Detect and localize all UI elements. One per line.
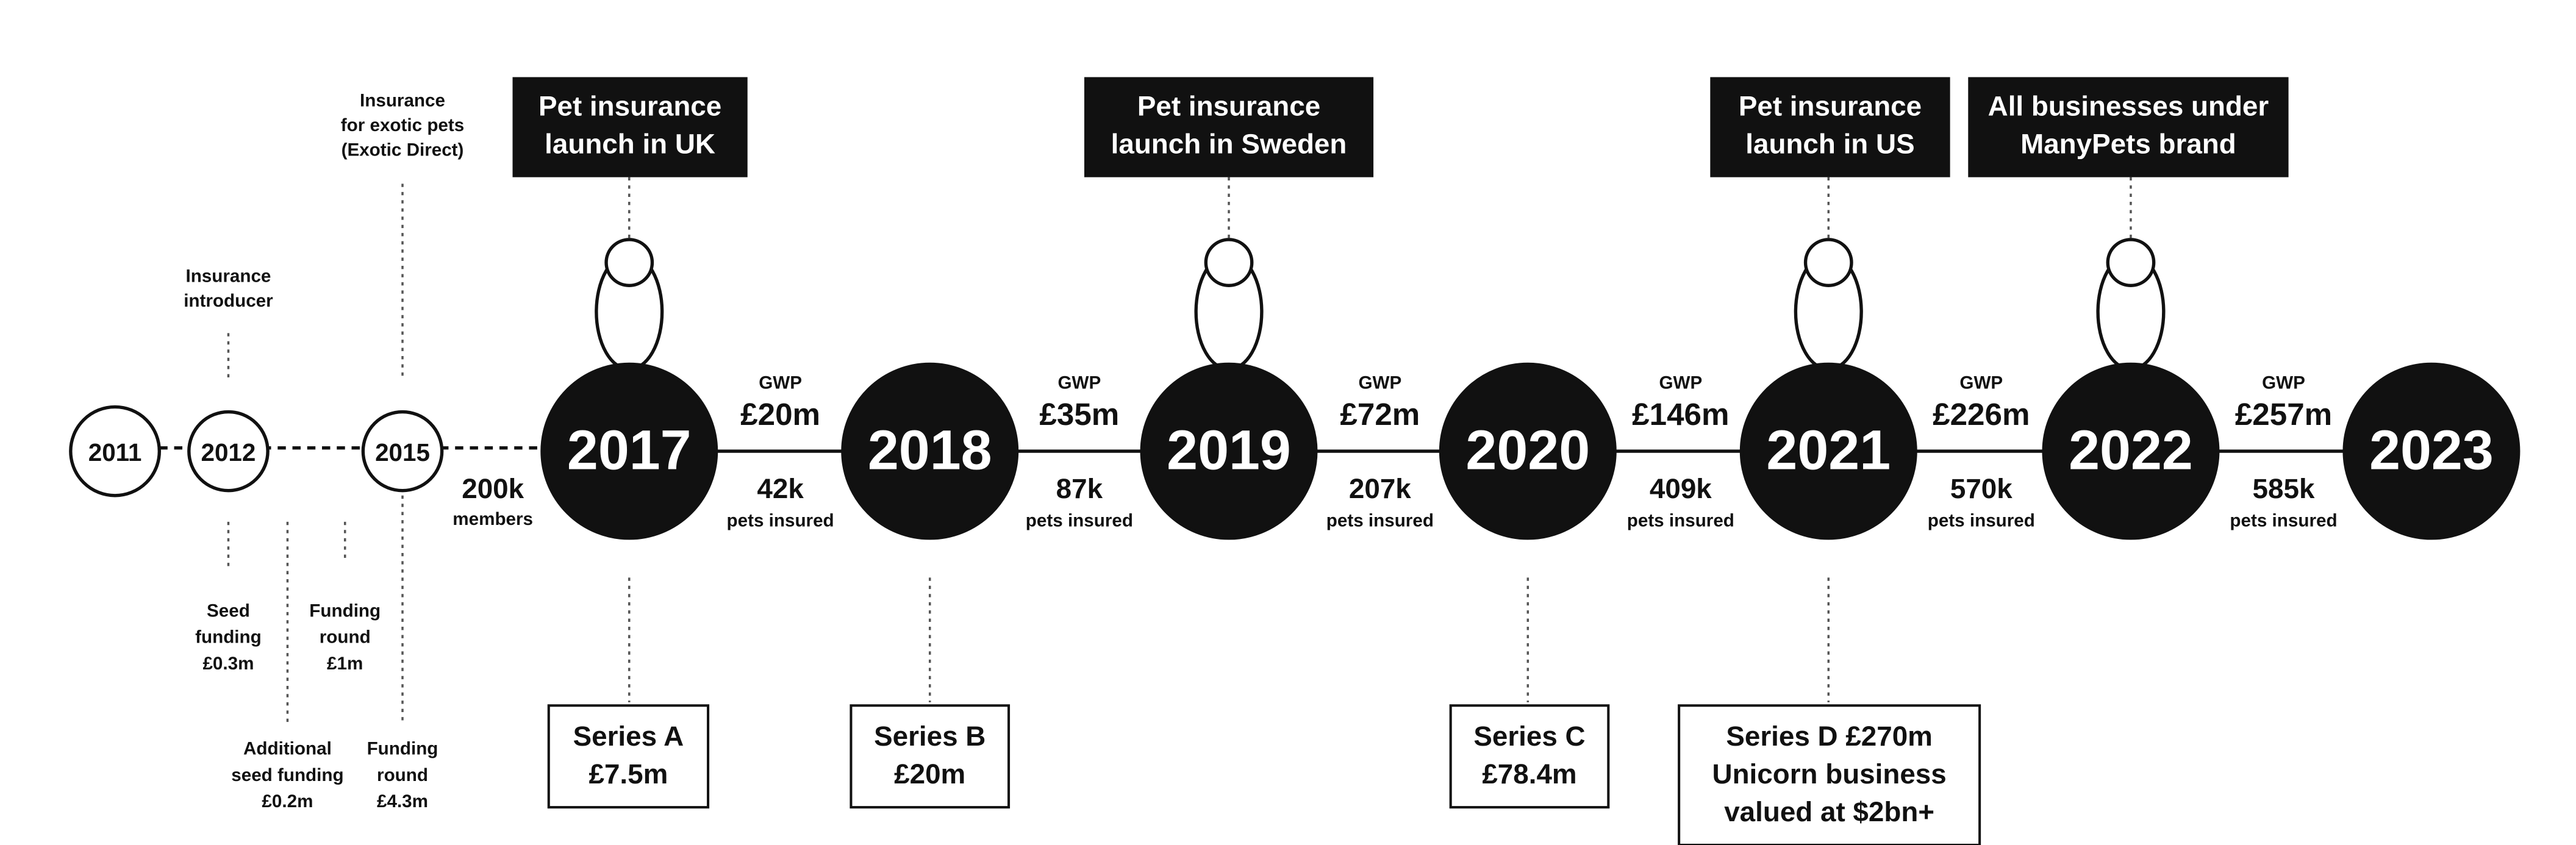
launch-text: launch in UK [545, 129, 715, 160]
year-circle [540, 362, 718, 540]
members-label: members [453, 509, 533, 529]
top-note: Insurance [360, 91, 445, 111]
gwp-value: £226m [1933, 397, 2030, 432]
funding-note: Funding [367, 739, 438, 759]
launch-box [1710, 77, 1950, 177]
funding-box [850, 704, 1011, 809]
gwp-label: GWP [2262, 373, 2305, 393]
year-label: 2015 [375, 438, 430, 466]
year-label: 2018 [868, 419, 992, 482]
pets-label: pets insured [1026, 511, 1133, 531]
funding-note: £0.2m [262, 791, 313, 811]
year-circle [841, 362, 1019, 540]
funding-note: Additional [243, 739, 332, 759]
launch-text: Pet insurance [1137, 91, 1320, 122]
funding-box [1678, 704, 1981, 845]
pets-label: pets insured [1627, 511, 1734, 531]
year-circle [2342, 362, 2521, 540]
pets-value: 42k [757, 473, 804, 504]
funding-note: £1m [327, 654, 363, 674]
pets-label: pets insured [1928, 511, 2035, 531]
pets-value: 570k [1950, 473, 2012, 504]
funding-text: Series A [573, 721, 684, 752]
funding-note: Seed [207, 601, 250, 621]
funding-note: funding [195, 627, 262, 647]
pets-value: 87k [1056, 473, 1103, 504]
funding-note: round [320, 627, 371, 647]
year-label: 2012 [201, 438, 256, 466]
year-circle [1140, 362, 1318, 540]
gwp-value: £146m [1632, 397, 1729, 432]
funding-box [547, 704, 710, 809]
pet-illustration [1803, 238, 1853, 287]
gwp-label: GWP [1659, 373, 1702, 393]
top-note: introducer [184, 291, 273, 311]
funding-text: Series D £270m [1726, 721, 1933, 752]
funding-text: valued at $2bn+ [1724, 796, 1934, 827]
members-value: 200k [462, 473, 524, 504]
launch-box [512, 77, 748, 177]
funding-note: Funding [309, 601, 381, 621]
year-circle [69, 405, 161, 497]
year-label: 2023 [2369, 419, 2494, 482]
launch-text: ManyPets brand [2020, 129, 2236, 160]
funding-text: Series B [874, 721, 986, 752]
funding-box [1449, 704, 1610, 809]
pet-illustration [604, 238, 654, 287]
gwp-value: £72m [1340, 397, 1420, 432]
pets-value: 207k [1349, 473, 1411, 504]
gwp-label: GWP [759, 373, 802, 393]
year-label: 2022 [2069, 419, 2193, 482]
year-circle [1739, 362, 1917, 540]
funding-text: £20m [894, 758, 965, 790]
year-label: 2011 [88, 438, 142, 466]
funding-text: £78.4m [1482, 758, 1576, 790]
top-note: for exotic pets [341, 115, 464, 135]
top-note: Insurance [185, 266, 271, 287]
funding-note: £0.3m [202, 654, 254, 674]
pets-label: pets insured [1326, 511, 1434, 531]
launch-text: All businesses under [1988, 91, 2269, 122]
launch-text: Pet insurance [1739, 91, 1922, 122]
funding-note: seed funding [231, 765, 343, 785]
gwp-label: GWP [1057, 373, 1101, 393]
year-circle [1439, 362, 1617, 540]
year-label: 2020 [1465, 419, 1590, 482]
year-circle [187, 410, 270, 493]
funding-text: Series C [1473, 721, 1585, 752]
year-label: 2021 [1766, 419, 1891, 482]
launch-box [1968, 77, 2289, 177]
launch-box [1084, 77, 1374, 177]
year-label: 2017 [567, 419, 692, 482]
pets-value: 585k [2253, 473, 2315, 504]
year-circle [361, 410, 444, 493]
launch-text: launch in Sweden [1111, 129, 1347, 160]
launch-text: Pet insurance [538, 91, 721, 122]
pet-illustration [1204, 238, 1254, 287]
gwp-label: GWP [1358, 373, 1401, 393]
year-label: 2019 [1167, 419, 1291, 482]
gwp-value: £257m [2235, 397, 2332, 432]
funding-note: round [377, 765, 428, 785]
gwp-value: £35m [1039, 397, 1119, 432]
year-circle [2042, 362, 2220, 540]
pets-label: pets insured [727, 511, 834, 531]
funding-text: £7.5m [589, 758, 668, 790]
pet-illustration [2106, 238, 2156, 287]
gwp-value: £20m [740, 397, 820, 432]
top-note: (Exotic Direct) [342, 140, 464, 160]
gwp-label: GWP [1959, 373, 2003, 393]
funding-note: £4.3m [377, 791, 428, 811]
launch-text: launch in US [1745, 129, 1914, 160]
funding-text: Unicorn business [1712, 758, 1947, 790]
pets-label: pets insured [2230, 511, 2337, 531]
pets-value: 409k [1650, 473, 1712, 504]
